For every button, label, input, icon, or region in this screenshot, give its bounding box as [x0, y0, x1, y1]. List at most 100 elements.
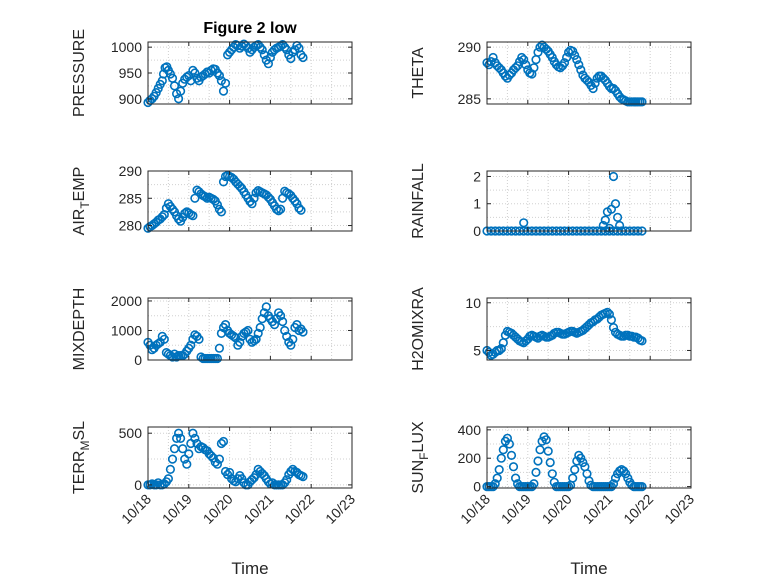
data-point	[492, 473, 502, 483]
data-point	[253, 328, 263, 339]
data-point	[247, 475, 257, 485]
data-point	[517, 52, 527, 63]
data-point	[608, 323, 619, 333]
y-axis-label: PRESSURE	[71, 29, 88, 117]
x-axis-label: Time	[570, 559, 607, 578]
data-point	[153, 339, 163, 349]
y-tick-label: 2000	[111, 293, 142, 309]
data-point	[271, 204, 282, 214]
data-point	[533, 456, 543, 466]
x-tick-label: 10/20	[539, 491, 575, 527]
data-point	[241, 327, 251, 337]
y-axis-label: TERRMSL	[71, 421, 92, 494]
data-point	[157, 212, 167, 222]
axes-box	[486, 41, 692, 105]
data-point	[186, 340, 196, 350]
y-tick-label: 200	[458, 450, 482, 466]
data-point	[214, 454, 224, 464]
y-axis-label: AIRTEMP	[71, 167, 92, 236]
data-point	[190, 433, 200, 444]
y-tick-label: 285	[119, 190, 143, 206]
x-tick-label: 10/23	[322, 491, 358, 527]
data-point	[288, 334, 298, 344]
y-tick-label: 500	[119, 425, 143, 441]
data-point	[494, 63, 504, 73]
data-point	[247, 199, 257, 209]
data-point	[282, 475, 292, 485]
axes-box	[486, 297, 692, 361]
data-point	[184, 449, 194, 459]
data-point	[176, 433, 186, 444]
data-point	[180, 208, 190, 219]
data-point	[570, 465, 580, 475]
data-point	[506, 450, 517, 461]
subplot-3: 280 285 290 AIRTEMP	[71, 163, 353, 236]
axes-box	[147, 426, 353, 489]
x-tick-label: 10/18	[457, 491, 493, 527]
data-point	[188, 211, 198, 221]
data-point	[261, 302, 271, 312]
data-point	[614, 220, 625, 231]
axes-box	[147, 297, 353, 361]
y-axis-label: THETA	[410, 47, 427, 99]
data-point	[519, 218, 529, 228]
data-point	[263, 59, 274, 69]
subplot-4: 0 1 2 RAINFALL	[410, 163, 692, 239]
y-tick-label: 290	[119, 163, 143, 179]
data-point	[190, 193, 200, 203]
data-point	[216, 438, 226, 449]
chart-title: Figure 2 low	[203, 20, 297, 37]
y-tick-label: 5	[473, 342, 481, 358]
y-tick-label: 10	[465, 295, 481, 311]
x-tick-label: 10/19	[498, 491, 534, 527]
data-point	[559, 58, 570, 68]
data-point	[243, 325, 253, 336]
data-point	[496, 344, 506, 354]
y-tick-label: 0	[473, 479, 481, 495]
data-point	[561, 52, 572, 63]
data-point	[294, 325, 304, 336]
data-point	[637, 482, 647, 492]
y-tick-label: 400	[458, 422, 482, 438]
data-point	[537, 436, 547, 446]
subplot-7: 0 500 10/18 10/19 10/20 10/21 10/22 10/23 Time TE…	[71, 421, 358, 578]
data-point	[286, 466, 296, 477]
data-point	[200, 192, 210, 202]
data-point	[494, 465, 504, 475]
data-point	[604, 223, 615, 233]
data-point	[502, 433, 513, 443]
data-point	[527, 69, 537, 79]
data-point	[212, 459, 222, 469]
data-point	[214, 70, 224, 81]
data-point	[576, 453, 586, 463]
data-point	[288, 47, 298, 57]
x-tick-label: 10/22	[620, 491, 656, 527]
data-point	[218, 436, 229, 447]
y-tick-label: 1000	[111, 322, 142, 338]
data-point	[296, 205, 306, 215]
y-tick-label: 1	[473, 196, 481, 212]
data-point	[182, 459, 192, 469]
data-point	[508, 462, 519, 472]
subplot-5: 0 1000 2000 MIXDEPTH	[71, 288, 353, 370]
data-point	[574, 60, 584, 70]
data-point	[188, 428, 198, 438]
data-point	[545, 457, 555, 468]
y-tick-label: 950	[119, 65, 143, 81]
data-point	[218, 177, 229, 187]
data-point	[568, 473, 578, 483]
data-point	[519, 54, 529, 65]
data-point	[510, 63, 521, 73]
data-point	[249, 336, 259, 346]
data-point	[196, 352, 206, 362]
data-point	[163, 474, 173, 484]
axes-box	[486, 426, 692, 489]
x-tick-label: 10/21	[579, 491, 615, 527]
data-point	[167, 454, 178, 464]
data-point	[178, 444, 188, 454]
data-point	[298, 472, 308, 482]
data-point	[286, 340, 296, 350]
data-point	[510, 473, 521, 483]
data-point	[602, 307, 613, 317]
